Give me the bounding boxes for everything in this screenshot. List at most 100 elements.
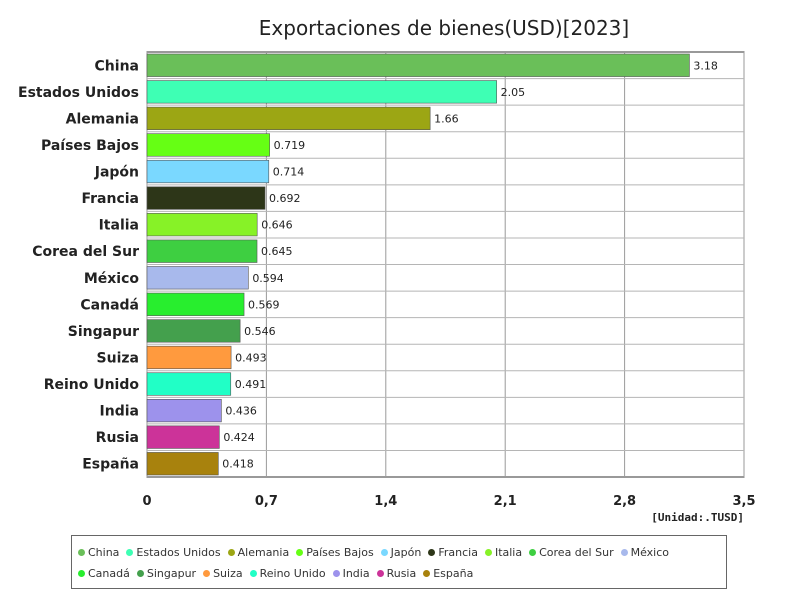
- legend-marker-icon: [620, 549, 628, 556]
- legend-marker-icon: [423, 570, 431, 577]
- legend-marker-icon: [249, 570, 257, 577]
- category-label: Suiza: [97, 350, 139, 366]
- data-label: 3.18: [693, 59, 718, 72]
- legend-item[interactable]: España: [423, 563, 473, 584]
- category-label: Japón: [94, 165, 139, 181]
- data-label: 1.66: [434, 112, 459, 125]
- bar: [146, 319, 241, 343]
- x-tick-label: 0: [142, 494, 151, 509]
- category-label: México: [84, 271, 140, 287]
- x-axis-ticks: 0 0,7 1,4 2,1 2,8 3,5: [142, 494, 755, 509]
- data-label: 0.569: [248, 298, 280, 311]
- legend-item[interactable]: Corea del Sur: [529, 542, 614, 563]
- legend-label: Estados Unidos: [136, 546, 221, 559]
- bar: [146, 239, 258, 263]
- data-label: 0.594: [252, 272, 284, 285]
- data-label: 0.491: [235, 378, 266, 391]
- legend-item[interactable]: Alemania: [227, 542, 290, 563]
- legend-label: Singapur: [146, 567, 197, 580]
- legend-marker-icon: [376, 570, 384, 577]
- legend-item[interactable]: Singapur: [136, 563, 197, 584]
- x-tick-label: 3,5: [732, 494, 755, 509]
- bar: [146, 345, 232, 370]
- data-label: 0.692: [269, 192, 301, 205]
- legend-marker-icon: [529, 549, 537, 556]
- bars-group: 3.18 China 2.05 Estados Unidos 1.66 Alemania 0…: [18, 53, 718, 476]
- bar: [146, 425, 220, 449]
- category-label: Corea del Sur: [32, 244, 139, 260]
- data-label: 0.646: [261, 219, 293, 232]
- legend-marker-icon: [78, 549, 85, 556]
- legend-marker-icon: [428, 549, 436, 556]
- x-tick-label: 2,8: [613, 494, 636, 509]
- legend-item[interactable]: Estados Unidos: [126, 542, 221, 563]
- legend-label: Suiza: [213, 567, 243, 580]
- legend-marker-icon: [78, 570, 85, 577]
- category-label: China: [95, 58, 139, 74]
- legend-marker-icon: [203, 570, 211, 577]
- legend-label: Alemania: [237, 546, 290, 559]
- legend-label: Italia: [494, 546, 523, 559]
- legend-item[interactable]: Reino Unido: [249, 563, 326, 584]
- data-label: 2.05: [501, 86, 525, 99]
- bar: [146, 80, 497, 104]
- legend-item[interactable]: Suiza: [203, 563, 243, 584]
- legend-item[interactable]: México: [620, 542, 670, 563]
- bar: [146, 106, 431, 130]
- data-label: 0.436: [225, 405, 257, 418]
- category-label: Rusia: [96, 430, 139, 446]
- legend-item[interactable]: India: [332, 563, 370, 584]
- bar: [146, 372, 232, 396]
- legend-marker-icon: [380, 549, 388, 556]
- data-label: 0.719: [274, 139, 306, 152]
- legend-label: China: [88, 546, 120, 559]
- legend-item[interactable]: Rusia: [376, 563, 416, 584]
- legend-label: España: [433, 567, 474, 580]
- x-tick-label: 2,1: [494, 494, 517, 509]
- bar: [146, 53, 690, 77]
- bar: [146, 399, 222, 423]
- legend-label: Reino Unido: [259, 567, 326, 580]
- legend-item[interactable]: China: [78, 542, 119, 563]
- bar: [146, 292, 245, 316]
- legend-item[interactable]: Países Bajos: [296, 542, 374, 563]
- legend-label: Canadá: [88, 567, 130, 580]
- legend-label: Francia: [438, 546, 478, 559]
- legend-item[interactable]: Francia: [428, 542, 478, 563]
- category-label: India: [100, 404, 139, 420]
- category-label: España: [82, 457, 139, 473]
- data-label: 0.714: [273, 166, 305, 179]
- category-label: Reino Unido: [44, 377, 140, 393]
- legend-label: Países Bajos: [306, 546, 374, 559]
- bar: [146, 213, 258, 237]
- unit-label: [Unidad:.TUSD]: [651, 511, 744, 524]
- legend-label: Corea del Sur: [539, 546, 614, 559]
- data-label: 0.645: [261, 245, 293, 258]
- category-label: Francia: [81, 191, 139, 207]
- x-tick-label: 1,4: [374, 494, 397, 509]
- bar: [146, 159, 270, 184]
- data-label: 0.546: [244, 325, 276, 338]
- legend-marker-icon: [126, 549, 134, 556]
- legend-item[interactable]: Canadá: [78, 563, 130, 584]
- legend-label: Japón: [390, 546, 422, 559]
- legend-item[interactable]: Japón: [380, 542, 422, 563]
- bar: [146, 186, 266, 210]
- category-label: Países Bajos: [41, 138, 139, 154]
- category-label: Estados Unidos: [18, 85, 139, 101]
- legend-label: México: [630, 546, 670, 559]
- legend: China Estados Unidos Alemania Países Bajos J…: [71, 535, 727, 589]
- legend-marker-icon: [296, 549, 304, 556]
- data-label: 0.418: [222, 458, 254, 471]
- legend-item[interactable]: Italia: [484, 542, 523, 563]
- data-label: 0.424: [223, 431, 255, 444]
- legend-marker-icon: [484, 549, 492, 556]
- category-label: Singapur: [68, 324, 139, 340]
- category-label: Italia: [99, 218, 139, 234]
- bar: [146, 133, 270, 157]
- bar: [146, 266, 249, 290]
- legend-label: India: [342, 567, 370, 580]
- legend-marker-icon: [136, 570, 144, 577]
- x-tick-label: 0,7: [255, 494, 278, 509]
